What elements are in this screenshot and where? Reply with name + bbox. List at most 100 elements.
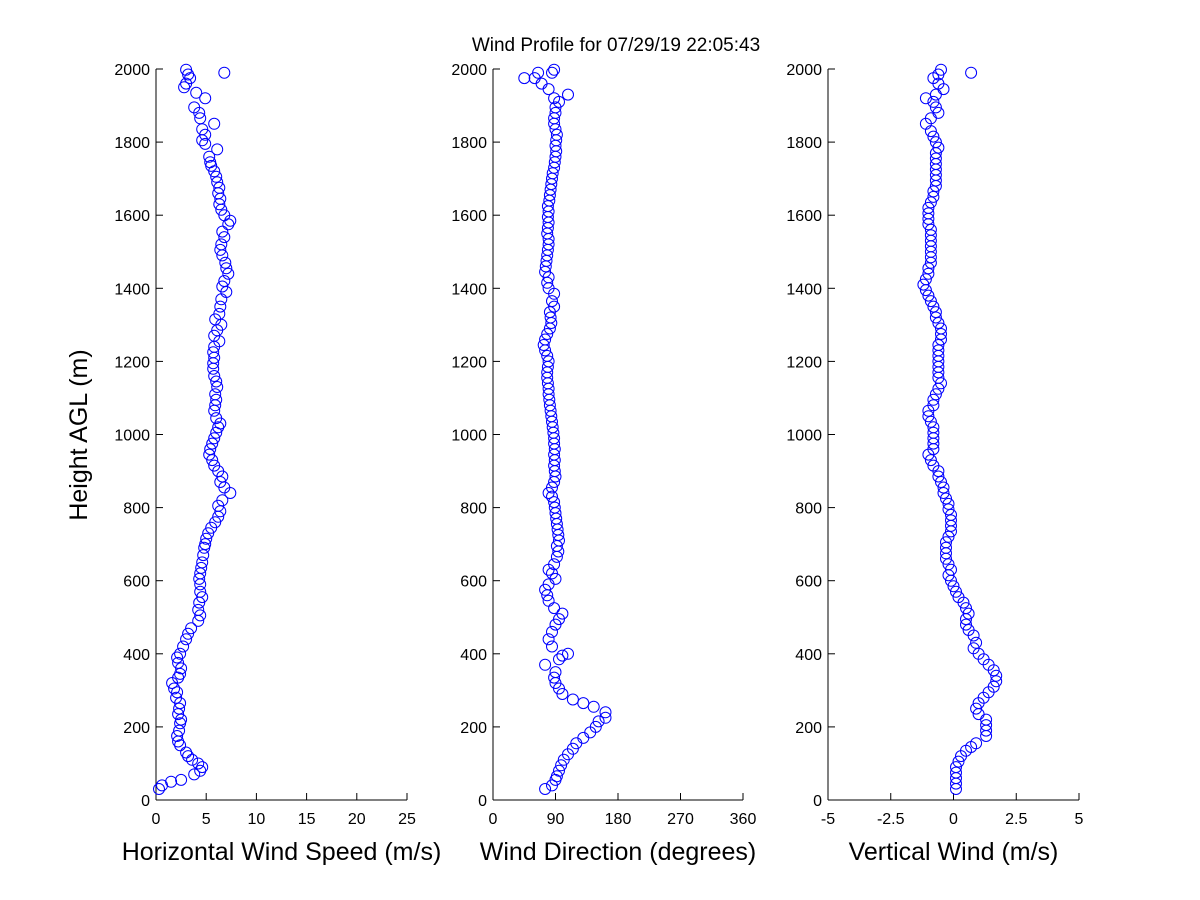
vertical-point-59 — [927, 459, 940, 472]
direction-y-tick-label-0: 0 — [478, 793, 487, 810]
vertical-point-71 — [927, 393, 940, 406]
vertical-y-tick-label-10: 2000 — [786, 62, 822, 79]
direction-point-82 — [537, 339, 550, 351]
vertical-point-52 — [942, 497, 955, 510]
speed-point-100 — [218, 231, 231, 244]
vertical-point-72 — [929, 388, 942, 401]
speed-y-tick-label-10: 2000 — [114, 62, 150, 79]
vertical-point-101 — [924, 229, 937, 242]
speed-point-77 — [208, 370, 221, 382]
vertical-point-37 — [947, 580, 960, 593]
direction-point-89 — [548, 300, 561, 313]
direction-y-tick-label-9: 1800 — [451, 135, 487, 152]
direction-point-90 — [546, 295, 558, 308]
direction-point-35 — [542, 594, 555, 607]
panel-direction: 0 90 180 270 360 0 200 400 600 800 1000 1200 1400 160… — [451, 62, 756, 866]
vertical-point-60 — [924, 454, 937, 467]
speed-point-28 — [171, 651, 184, 664]
direction-point-80 — [541, 349, 554, 362]
vertical-y-tick-label-5: 1000 — [786, 428, 822, 445]
speed-point-39 — [194, 585, 207, 598]
speed-point-61 — [208, 459, 221, 472]
direction-point-129 — [542, 83, 555, 96]
speed-point-7 — [192, 757, 205, 770]
direction-y-tick-label-6: 1200 — [451, 354, 487, 371]
vertical-point-5 — [952, 755, 965, 768]
vertical-point-119 — [927, 130, 940, 143]
direction-point-18 — [566, 693, 579, 706]
direction-point-13 — [592, 715, 605, 728]
direction-x-axis-label: Wind Direction (degrees) — [480, 838, 757, 866]
vertical-point-66 — [927, 421, 940, 434]
speed-x-tick-label-3: 15 — [298, 811, 316, 828]
vertical-point-84 — [935, 322, 947, 335]
speed-point-101 — [216, 225, 229, 238]
speed-point-70 — [210, 412, 223, 425]
vertical-y-tick-label-0: 0 — [813, 793, 822, 810]
vertical-point-50 — [945, 508, 957, 521]
speed-x-tick-label-4: 20 — [348, 811, 366, 828]
vertical-point-3 — [950, 766, 962, 779]
direction-point-33 — [556, 607, 569, 620]
vertical-point-21 — [990, 669, 1003, 682]
vertical-point-127 — [929, 88, 942, 101]
vertical-y-tick-label-2: 400 — [795, 647, 822, 664]
direction-y-tick-label-8: 1600 — [451, 208, 487, 225]
vertical-y-tick-label-6: 1200 — [786, 354, 822, 371]
speed-y-tick-label-1: 200 — [123, 720, 150, 737]
speed-x-tick-label-2: 10 — [248, 811, 266, 828]
speed-point-94 — [222, 267, 235, 280]
speed-point-4 — [188, 768, 201, 781]
vertical-x-axis-label: Vertical Wind (m/s) — [849, 838, 1059, 866]
vertical-point-132 — [965, 66, 978, 79]
speed-point-119 — [199, 128, 212, 141]
vertical-y-tick-label-7: 1400 — [786, 281, 822, 298]
direction-point-5 — [555, 759, 568, 772]
speed-x-tick-label-1: 5 — [202, 811, 211, 828]
speed-point-126 — [190, 86, 203, 99]
speed-point-55 — [216, 494, 229, 507]
direction-point-124 — [549, 106, 562, 119]
direction-point-84 — [541, 328, 554, 340]
speed-point-95 — [220, 262, 233, 275]
speed-y-tick-label-7: 1400 — [114, 281, 150, 298]
speed-point-66 — [208, 432, 221, 445]
speed-point-132 — [180, 63, 193, 76]
direction-point-34 — [548, 602, 561, 615]
speed-point-117 — [199, 137, 212, 150]
direction-y-tick-label-7: 1400 — [451, 281, 487, 298]
speed-point-35 — [194, 609, 207, 622]
direction-point-30 — [546, 625, 558, 638]
speed-x-tick-label-0: 0 — [152, 811, 161, 828]
direction-point-28 — [546, 640, 558, 653]
speed-point-84 — [208, 329, 221, 342]
direction-point-4 — [553, 764, 565, 777]
vertical-point-41 — [942, 558, 955, 571]
direction-point-10 — [577, 731, 590, 744]
speed-point-47 — [199, 538, 212, 551]
vertical-point-55 — [937, 481, 950, 494]
direction-point-53 — [548, 496, 561, 509]
speed-points — [153, 63, 237, 795]
vertical-point-4 — [950, 761, 962, 774]
vertical-points — [917, 63, 1003, 795]
vertical-point-27 — [970, 636, 983, 649]
speed-point-48 — [200, 532, 213, 545]
speed-y-tick-label-6: 1200 — [114, 354, 150, 371]
vertical-x-tick-label-3: 2.5 — [1005, 811, 1027, 828]
direction-point-54 — [546, 490, 558, 503]
speed-point-93 — [218, 275, 231, 287]
direction-point-16 — [587, 700, 600, 713]
speed-point-21 — [171, 686, 184, 699]
speed-point-98 — [214, 243, 227, 256]
speed-point-2 — [165, 775, 178, 788]
speed-point-10 — [180, 746, 193, 759]
vertical-y-tick-label-1: 200 — [795, 720, 822, 737]
vertical-point-105 — [922, 207, 935, 220]
vertical-point-107 — [924, 196, 937, 209]
speed-y-tick-label-8: 1600 — [114, 208, 150, 225]
speed-y-tick-label-4: 800 — [123, 501, 150, 518]
vertical-point-30 — [960, 618, 972, 631]
speed-point-65 — [206, 437, 219, 450]
panels: 0 5 10 15 20 25 0 200 400 600 800 1000 1200 1400 1600 1… — [114, 62, 1083, 866]
